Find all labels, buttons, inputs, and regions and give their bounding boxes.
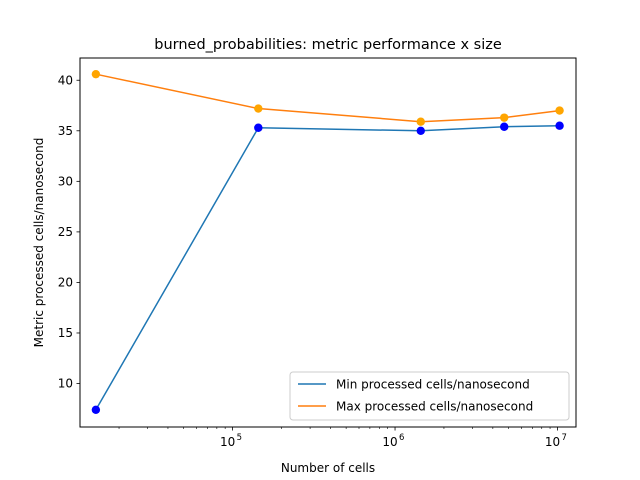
data-point-min-2 (416, 126, 425, 135)
data-point-max-2 (416, 117, 425, 126)
legend-label-min: Min processed cells/nanosecond (336, 378, 530, 392)
x-axis-ticks: 10 5 10 6 10 7 (118, 427, 567, 449)
y-tick-label: 15 (58, 326, 73, 340)
x-tick-label: 10 (382, 435, 397, 449)
plot-area (91, 69, 564, 415)
data-point-min-3 (500, 122, 509, 131)
x-axis-label: Number of cells (281, 461, 375, 475)
y-tick-label: 40 (58, 73, 73, 87)
y-tick-label: 10 (58, 377, 73, 391)
series-line-min (95, 124, 560, 411)
legend-label-max: Max processed cells/nanosecond (336, 400, 533, 414)
x-tick-label: 10 (220, 435, 235, 449)
x-tick-exponent: 7 (561, 433, 566, 443)
x-tick-exponent: 6 (399, 433, 404, 443)
legend: Min processed cells/nanosecond Max proce… (289, 371, 570, 421)
data-point-min-0 (91, 405, 101, 415)
y-tick-label: 25 (58, 225, 73, 239)
chart-title: burned_probabilities: metric performance… (154, 37, 502, 53)
y-axis-ticks: 10 15 20 25 30 35 40 (58, 73, 80, 391)
data-point-min-4 (555, 121, 564, 130)
data-point-max-0 (91, 69, 101, 79)
x-tick-label: 10 (545, 435, 560, 449)
data-point-min-1 (254, 123, 263, 132)
y-axis-label: Metric processed cells/nanosecond (32, 138, 46, 348)
x-tick-exponent: 5 (237, 433, 242, 443)
y-tick-label: 35 (58, 124, 73, 138)
y-tick-label: 20 (58, 276, 73, 290)
data-point-max-4 (555, 106, 564, 115)
legend-box (289, 371, 570, 421)
y-tick-label: 30 (58, 175, 73, 189)
data-point-max-3 (500, 113, 509, 122)
data-point-max-1 (254, 104, 263, 113)
series-line-max (95, 73, 560, 123)
axes-frame (79, 57, 577, 428)
